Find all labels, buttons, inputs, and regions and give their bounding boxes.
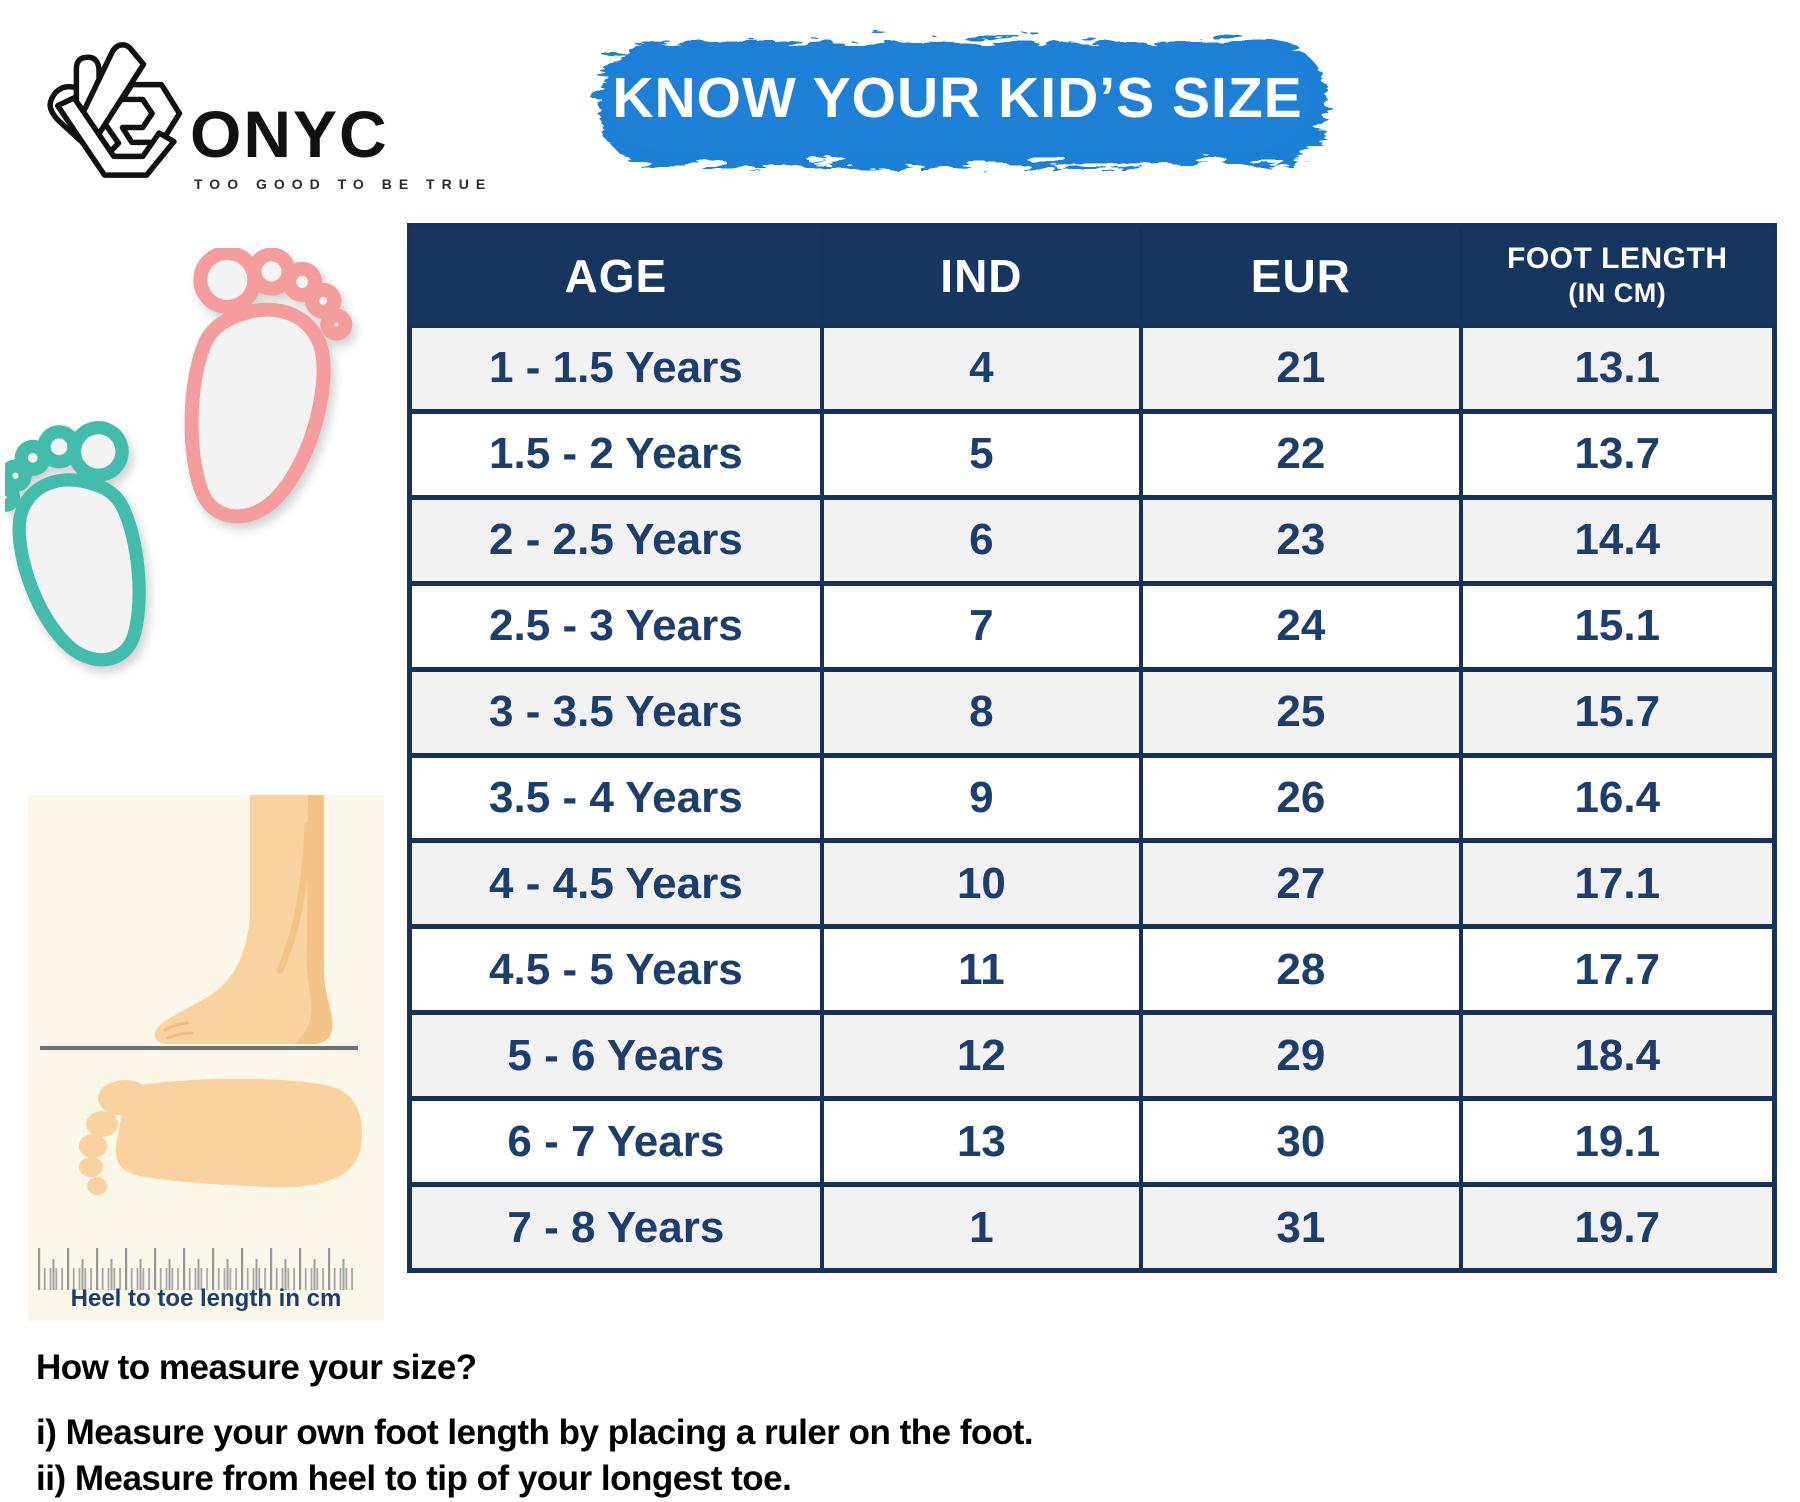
col-header-age: AGE [407,223,824,328]
cell-ind: 1 [819,1182,1144,1273]
cell-eur: 31 [1139,1182,1463,1273]
cell-age: 2.5 - 3 Years [407,580,824,672]
table-header-row: AGE IND EUR FOOT LENGTH (IN CM) [407,223,1777,328]
ruler-icon [38,1240,354,1290]
cell-foot-length: 13.7 [1458,408,1777,500]
brand-name: ONYC [190,97,389,171]
cell-eur: 30 [1139,1096,1463,1188]
cell-ind: 5 [819,408,1144,500]
cell-age: 7 - 8 Years [407,1182,824,1273]
cell-ind: 10 [819,838,1144,930]
col-header-foot-length-line1: FOOT LENGTH [1507,242,1728,276]
cell-age: 3.5 - 4 Years [407,752,824,844]
title-banner: KNOW YOUR KID’S SIZE [570,18,1345,178]
instructions-heading: How to measure your size? [36,1348,477,1387]
col-header-foot-length-line2: (IN CM) [1568,278,1667,309]
cell-foot-length: 18.4 [1458,1010,1777,1102]
cell-eur: 23 [1139,494,1463,586]
how-to-measure-section: How to measure your size? i) Measure you… [36,1348,1286,1502]
table-row: 3 - 3.5 Years 8 25 15.7 [407,666,1777,758]
cell-age: 1 - 1.5 Years [407,323,824,414]
cell-ind: 7 [819,580,1144,672]
cell-foot-length: 17.7 [1458,924,1777,1016]
footprint-teal-icon [5,421,146,667]
measurement-panel: Heel to toe length in cm [28,795,384,1321]
ruler-caption: Heel to toe length in cm [70,1285,342,1312]
cell-ind: 6 [819,494,1144,586]
side-foot-illustration [40,795,358,1050]
cell-eur: 26 [1139,752,1463,844]
brand-tagline: TOO GOOD TO BE TRUE [194,176,493,192]
cell-ind: 4 [819,323,1144,414]
cell-eur: 28 [1139,924,1463,1016]
table-row: 2.5 - 3 Years 7 24 15.1 [407,580,1777,672]
size-chart-table: AGE IND EUR FOOT LENGTH (IN CM) 1 - 1.5 … [407,223,1777,1273]
cell-eur: 27 [1139,838,1463,930]
cell-age: 6 - 7 Years [407,1096,824,1188]
cell-foot-length: 15.7 [1458,666,1777,758]
banner-brush-shape [592,36,1322,160]
cell-eur: 21 [1139,323,1463,414]
cell-age: 3 - 3.5 Years [407,666,824,758]
cell-foot-length: 16.4 [1458,752,1777,844]
cell-eur: 29 [1139,1010,1463,1102]
cell-age: 4 - 4.5 Years [407,838,824,930]
table-row: 1 - 1.5 Years 4 21 13.1 [407,323,1777,414]
cell-age: 4.5 - 5 Years [407,924,824,1016]
col-header-eur: EUR [1139,223,1463,328]
instruction-step-1: i) Measure your own foot length by placi… [36,1413,1034,1452]
cell-foot-length: 19.1 [1458,1096,1777,1188]
cell-age: 5 - 6 Years [407,1010,824,1102]
logo-mark-icon [47,42,183,178]
table-row: 2 - 2.5 Years 6 23 14.4 [407,494,1777,586]
cell-ind: 9 [819,752,1144,844]
table-row: 4.5 - 5 Years 11 28 17.7 [407,924,1777,1016]
cell-foot-length: 15.1 [1458,580,1777,672]
top-foot-illustration [79,1078,363,1195]
col-header-ind: IND [819,223,1144,328]
cell-eur: 24 [1139,580,1463,672]
cell-ind: 12 [819,1010,1144,1102]
table-row: 1.5 - 2 Years 5 22 13.7 [407,408,1777,500]
cell-ind: 8 [819,666,1144,758]
table-row: 7 - 8 Years 1 31 19.7 [407,1182,1777,1273]
cell-eur: 22 [1139,408,1463,500]
cell-foot-length: 19.7 [1458,1182,1777,1273]
cell-ind: 13 [819,1096,1144,1188]
cell-age: 1.5 - 2 Years [407,408,824,500]
footprint-pink-icon [184,248,353,524]
table-row: 5 - 6 Years 12 29 18.4 [407,1010,1777,1102]
table-row: 3.5 - 4 Years 9 26 16.4 [407,752,1777,844]
cell-foot-length: 14.4 [1458,494,1777,586]
table-row: 4 - 4.5 Years 10 27 17.1 [407,838,1777,930]
cell-foot-length: 17.1 [1458,838,1777,930]
cell-ind: 11 [819,924,1144,1016]
cell-foot-length: 13.1 [1458,323,1777,414]
brand-logo: ONYC TOO GOOD TO BE TRUE [28,18,485,208]
baby-footprints-illustration [5,248,353,667]
page-title: KNOW YOUR KID’S SIZE [612,66,1303,130]
col-header-foot-length: FOOT LENGTH (IN CM) [1458,223,1777,328]
instruction-step-2: ii) Measure from heel to tip of your lon… [36,1459,792,1499]
cell-eur: 25 [1139,666,1463,758]
table-row: 6 - 7 Years 13 30 19.1 [407,1096,1777,1188]
foot-measurement-illustration [38,795,363,1290]
cell-age: 2 - 2.5 Years [407,494,824,586]
